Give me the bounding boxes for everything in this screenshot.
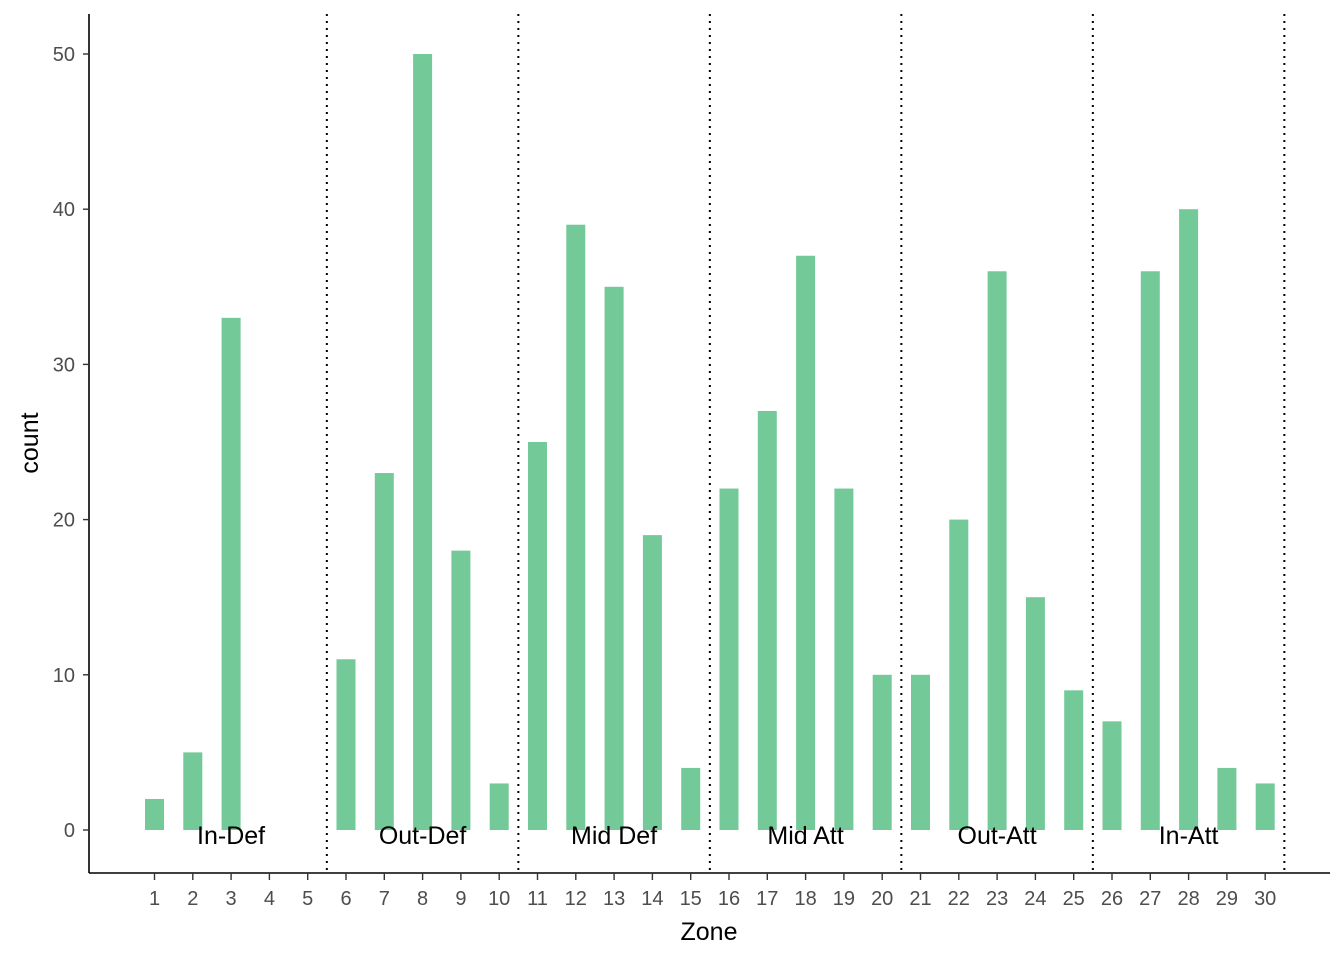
bar-zone-25 [1064, 690, 1084, 830]
x-tick-label-30: 30 [1254, 888, 1276, 910]
bar-zone-11 [528, 442, 547, 830]
zone-dividers [325, 14, 1286, 873]
bar-zone-27 [1140, 271, 1160, 830]
y-axis-title: count [16, 412, 44, 473]
bar-zone-13 [604, 286, 624, 830]
x-tick-label-24: 24 [1024, 888, 1046, 910]
x-tick-label-4: 4 [264, 888, 275, 910]
x-tick-label-19: 19 [833, 888, 855, 910]
zone-group-label-5: In-Att [1159, 822, 1219, 850]
zone-group-label-4: Out-Att [958, 822, 1037, 850]
x-tick-label-10: 10 [488, 888, 510, 910]
x-axis-title: Zone [681, 918, 738, 946]
y-tick-label-40: 40 [53, 199, 75, 221]
y-tick-label-50: 50 [53, 44, 75, 66]
y-tick-label-0: 0 [64, 820, 75, 842]
x-tick-label-22: 22 [948, 888, 970, 910]
x-tick-label-27: 27 [1139, 888, 1161, 910]
x-tick-label-17: 17 [756, 888, 778, 910]
y-tick-label-20: 20 [53, 510, 75, 532]
bar-zone-15 [681, 767, 701, 830]
x-tick-label-23: 23 [986, 888, 1008, 910]
bar-zone-24 [1025, 597, 1045, 830]
x-tick-label-12: 12 [565, 888, 587, 910]
bar-zone-19 [834, 488, 854, 830]
bar-zone-20 [872, 674, 892, 830]
x-tick-label-28: 28 [1177, 888, 1199, 910]
bar-zone-1 [145, 798, 164, 830]
bar-zone-14 [642, 535, 662, 830]
x-axis-ticks: 1 2 3 4 5 6 7 8 9 10 11 12 13 14 15 16 17 18 19 20 21 22 23 24 2… [149, 873, 1276, 910]
bar-zone-17 [757, 410, 777, 830]
x-tick-label-1: 1 [149, 888, 160, 910]
bar-zone-7 [374, 473, 394, 830]
y-tick-label-30: 30 [53, 354, 75, 376]
x-tick-label-13: 13 [603, 888, 625, 910]
bar-zone-10 [489, 783, 509, 830]
zone-group-label-0: In-Def [197, 822, 265, 850]
bar-zone-29 [1217, 767, 1237, 830]
x-tick-label-9: 9 [455, 888, 466, 910]
bar-zone-21 [911, 674, 930, 830]
x-tick-label-15: 15 [680, 888, 702, 910]
x-tick-label-14: 14 [641, 888, 663, 910]
bar-zone-9 [451, 550, 471, 830]
x-tick-label-20: 20 [871, 888, 893, 910]
bar-zone-6 [336, 659, 356, 830]
bar-zone-2 [183, 752, 203, 830]
x-tick-label-8: 8 [417, 888, 428, 910]
x-tick-label-29: 29 [1216, 888, 1238, 910]
bar-zone-23 [987, 271, 1007, 830]
x-tick-label-5: 5 [302, 888, 313, 910]
zone-group-label-2: Mid Def [571, 822, 657, 850]
x-tick-label-26: 26 [1101, 888, 1123, 910]
bar-zone-18 [796, 255, 816, 830]
x-tick-label-11: 11 [527, 888, 548, 910]
zone-group-label-3: Mid Att [767, 822, 843, 850]
x-tick-label-16: 16 [718, 888, 740, 910]
bar-zone-8 [413, 54, 433, 830]
x-tick-label-18: 18 [794, 888, 816, 910]
bar-zone-3 [221, 317, 241, 831]
bar-zone-22 [949, 519, 969, 830]
bar-zone-12 [566, 224, 586, 831]
zone-group-labels: In-Def Out-Def Mid Def Mid Att Out-Att In-Att [197, 822, 1218, 850]
bar-zone-16 [719, 488, 739, 830]
y-tick-label-10: 10 [53, 665, 75, 687]
x-tick-label-6: 6 [340, 888, 351, 910]
bar-zone-28 [1179, 209, 1199, 830]
x-tick-label-3: 3 [226, 888, 237, 910]
bar-zone-26 [1102, 721, 1122, 830]
y-axis-ticks: 0 10 20 30 40 50 [53, 44, 89, 842]
x-tick-label-2: 2 [187, 888, 198, 910]
x-tick-label-7: 7 [379, 888, 390, 910]
bar-zone-30 [1255, 783, 1275, 830]
x-tick-label-25: 25 [1063, 888, 1085, 910]
x-tick-label-21: 21 [909, 888, 931, 910]
bars-layer [145, 54, 1275, 831]
zone-group-label-1: Out-Def [379, 822, 467, 850]
